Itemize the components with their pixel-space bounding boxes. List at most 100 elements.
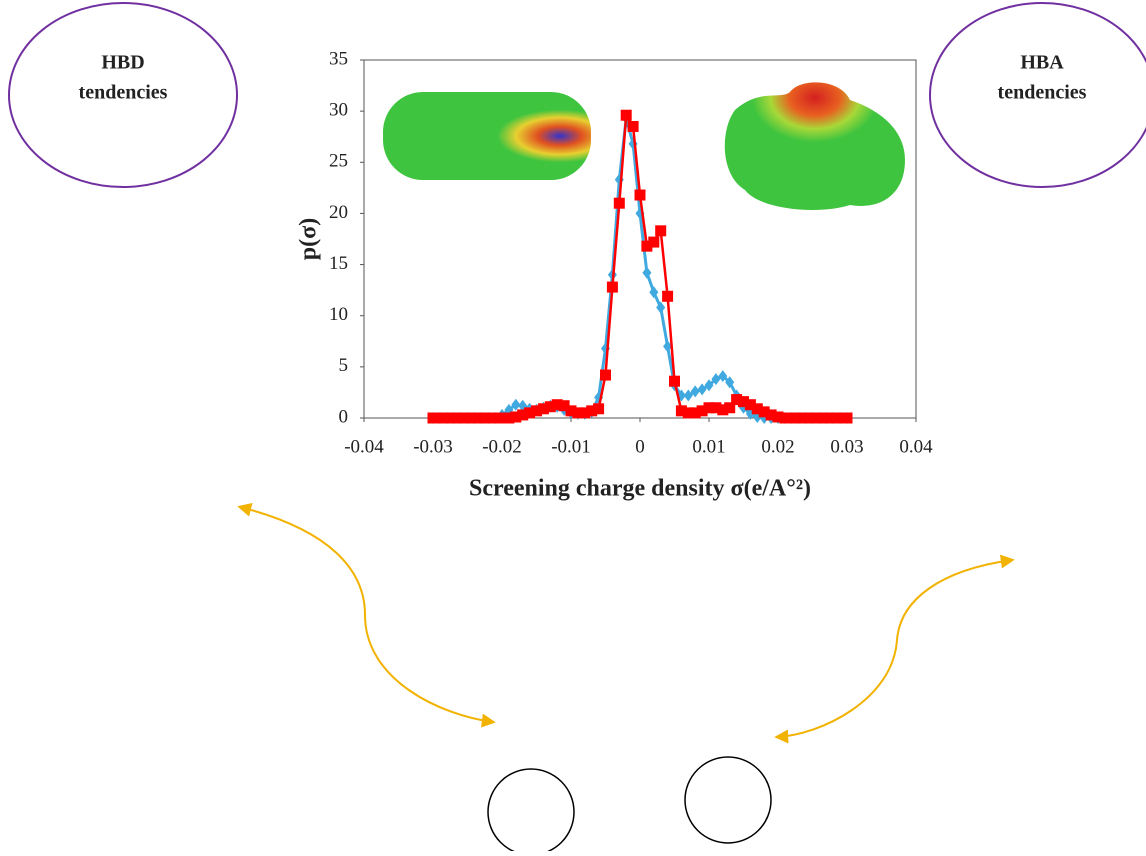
marker [765, 409, 777, 421]
marker [793, 412, 805, 424]
y-tick-label: 30 [329, 100, 348, 121]
marker [641, 240, 653, 252]
marker [511, 398, 521, 411]
marker [649, 286, 659, 299]
marker [565, 405, 577, 417]
marker [717, 404, 729, 416]
marker [751, 403, 763, 415]
marker [718, 370, 728, 383]
x-tick-label: -0.02 [482, 436, 522, 457]
y-tick-label: 0 [339, 406, 349, 427]
marker [662, 290, 674, 302]
marker [586, 405, 598, 417]
marker [710, 402, 722, 414]
marker [738, 396, 749, 408]
circle [487, 768, 575, 856]
marker [593, 403, 605, 415]
marker [531, 405, 542, 417]
marker [689, 407, 701, 419]
marker [779, 412, 791, 424]
x-tick-label: -0.01 [551, 436, 591, 457]
marker [841, 412, 853, 424]
marker [807, 412, 818, 424]
marker [558, 400, 570, 412]
x-tick-label: -0.03 [413, 436, 453, 457]
marker [537, 403, 549, 415]
marker [606, 281, 618, 293]
y-tick-label: 20 [329, 202, 348, 223]
marker [744, 399, 756, 411]
marker [786, 412, 798, 424]
marker [703, 402, 715, 414]
annotation: tendencies [79, 82, 168, 104]
marker [441, 412, 453, 424]
marker [669, 375, 680, 387]
marker [648, 236, 660, 248]
y-tick-label: 25 [329, 151, 348, 172]
marker [697, 383, 707, 396]
marker [827, 412, 839, 424]
marker [517, 409, 529, 421]
marker [524, 407, 536, 419]
hba-ellipse [929, 2, 1146, 188]
marker [468, 412, 480, 424]
x-tick-label: 0.01 [692, 436, 725, 457]
marker [427, 412, 439, 424]
marker [634, 189, 646, 201]
x-tick-label: -0.04 [344, 436, 384, 457]
marker [731, 394, 743, 406]
arrow [774, 554, 1015, 744]
hbd-ellipse [8, 2, 238, 188]
marker [820, 412, 832, 424]
marker [434, 412, 446, 424]
x-axis-label: Screening charge density σ(e/A°²) [469, 476, 811, 502]
marker [448, 412, 460, 424]
marker [455, 412, 467, 424]
marker [696, 405, 708, 417]
marker [711, 373, 721, 386]
marker [462, 412, 473, 424]
marker [544, 401, 556, 413]
marker [725, 376, 735, 389]
marker [682, 407, 694, 419]
marker [655, 225, 667, 237]
marker [482, 412, 494, 424]
x-tick-label: 0.04 [899, 436, 933, 457]
marker [489, 412, 501, 424]
annotation: HBA [1020, 52, 1064, 74]
y-tick-label: 10 [329, 304, 348, 325]
marker [834, 412, 846, 424]
marker [496, 412, 508, 424]
marker [572, 407, 584, 419]
marker [704, 379, 714, 392]
marker [627, 120, 639, 132]
annotation: tendencies [998, 82, 1087, 104]
marker [579, 407, 591, 419]
x-tick-label: 0 [635, 436, 645, 457]
y-tick-label: 5 [339, 355, 349, 376]
x-tick-label: 0.02 [761, 436, 794, 457]
marker [758, 406, 770, 418]
marker [503, 412, 515, 424]
x-tick-label: 0.03 [830, 436, 863, 457]
y-axis-label: p(σ) [296, 218, 322, 260]
circle [684, 756, 772, 844]
marker [663, 340, 673, 353]
marker [510, 411, 522, 423]
marker [613, 197, 625, 209]
molecule-right [724, 82, 905, 210]
y-tick-label: 15 [329, 253, 348, 274]
marker [690, 385, 700, 398]
marker [600, 369, 611, 381]
arrow [237, 502, 496, 728]
molecule-left [383, 92, 591, 180]
marker [675, 405, 687, 417]
marker [800, 412, 812, 424]
marker [620, 109, 632, 121]
marker [656, 301, 666, 314]
marker [683, 389, 693, 402]
y-tick-label: 35 [329, 48, 348, 69]
marker [772, 411, 784, 423]
marker [475, 412, 487, 424]
